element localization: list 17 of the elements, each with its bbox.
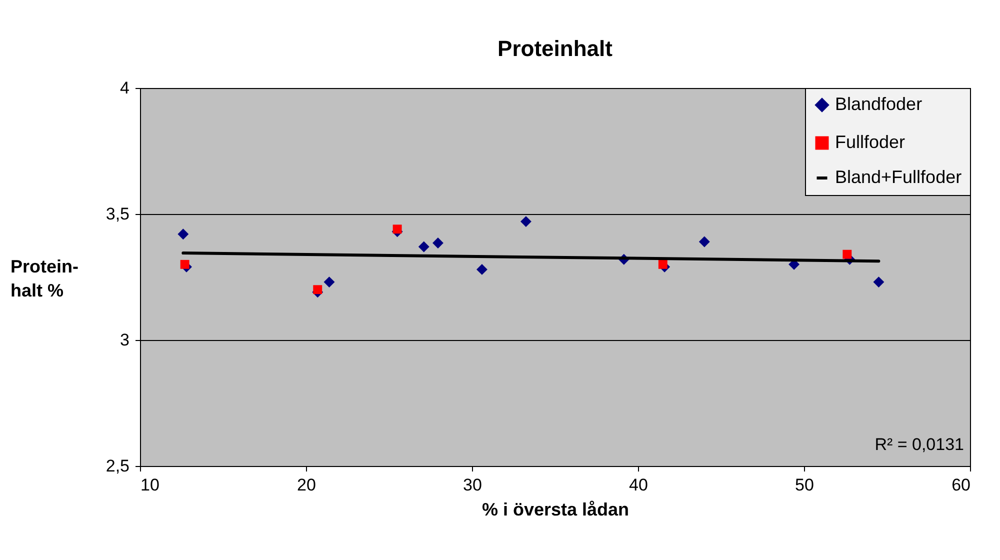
y-tick-label: 2,5 bbox=[106, 456, 130, 476]
y-tick-label: 4 bbox=[120, 78, 130, 98]
legend-label: Blandfoder bbox=[835, 94, 922, 114]
x-tick-label: 50 bbox=[795, 476, 814, 494]
x-tick-label: 40 bbox=[629, 476, 648, 494]
x-axis-title: % i översta lådan bbox=[482, 500, 630, 520]
legend-label: Bland+Fullfoder bbox=[835, 167, 962, 187]
annotation: R² = 0,0131 bbox=[874, 435, 964, 454]
x-tick-label: 20 bbox=[297, 476, 316, 494]
x-tick-label: 30 bbox=[463, 476, 482, 494]
y-tick-label: 3,5 bbox=[106, 204, 130, 224]
legend-label: Fullfoder bbox=[835, 132, 906, 152]
y-tick-label: 3 bbox=[120, 330, 130, 350]
y-axis-title: Protein-halt % bbox=[10, 256, 79, 300]
x-tick-label: 60 bbox=[952, 476, 970, 494]
chart-title: Proteinhalt bbox=[498, 36, 614, 61]
x-tick-label: 10 bbox=[140, 476, 160, 494]
